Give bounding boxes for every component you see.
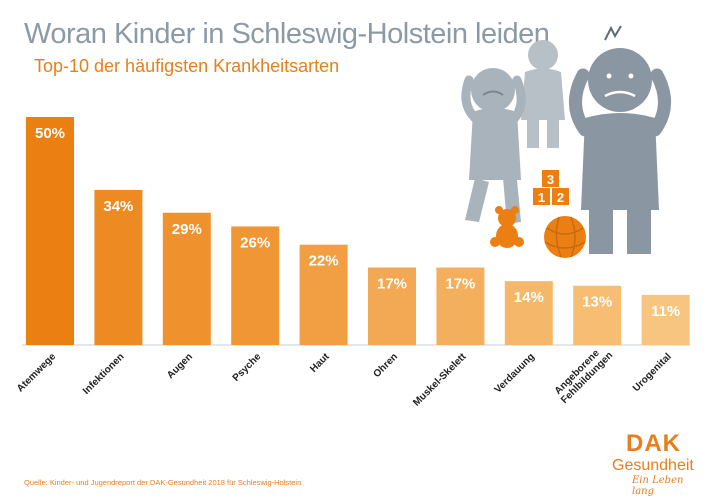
logo-slogan: Ein Leben lang — [632, 475, 684, 497]
bar-value-label: 17% — [445, 275, 475, 292]
bar-value-label: 26% — [240, 234, 270, 251]
bar-haut — [299, 244, 348, 345]
teddy-bear-icon — [490, 206, 524, 248]
category-label: Psyche — [231, 351, 264, 384]
bar-infektionen — [94, 189, 143, 345]
category-label: Verdauung — [493, 351, 537, 395]
category-label: Ohren — [372, 351, 401, 380]
bar-psyche — [231, 226, 280, 345]
category-label: Infektionen — [81, 351, 126, 396]
sick-children-illustration: 3 1 2 — [461, 25, 671, 258]
chart-subtitle: Top-10 der häufigsten Krankheitsarten — [34, 56, 340, 76]
bar-atemwege — [26, 117, 74, 345]
block-label: 3 — [547, 172, 554, 187]
bar-value-label: 22% — [309, 253, 339, 270]
bar-verdauung — [504, 281, 553, 345]
bar-muskel-skelett — [436, 267, 485, 345]
logo-name: Gesundheit — [612, 457, 694, 474]
source-note: Quelle: Kinder- und Jugendreport der DAK… — [24, 478, 302, 487]
small-child-figure — [521, 40, 565, 148]
block-label: 2 — [557, 190, 564, 205]
right-child-figure — [569, 25, 671, 254]
bar-value-label: 17% — [377, 275, 407, 292]
category-label: Atemwege — [15, 351, 58, 394]
bar-value-label: 11% — [651, 303, 680, 320]
chart-title: Woran Kinder in Schleswig-Holstein leide… — [24, 18, 550, 50]
ball-icon — [544, 216, 586, 258]
bar-angeborene-fehlbildungen — [573, 285, 622, 345]
block-label: 1 — [538, 190, 545, 205]
bar-ohren — [368, 267, 416, 345]
category-label: Augen — [165, 351, 195, 381]
category-label: Haut — [308, 351, 332, 375]
toy-blocks-icon: 3 1 2 — [533, 170, 569, 205]
dak-logo: DAK Gesundheit Ein Leben lang — [612, 430, 702, 497]
category-label: AngeboreneFehlbildungen — [551, 342, 615, 406]
bar-urogenital — [641, 294, 690, 345]
bar-augen — [162, 212, 211, 345]
bar-value-label: 29% — [172, 221, 202, 238]
category-label: Urogenital — [631, 351, 674, 394]
left-child-figure — [461, 68, 526, 224]
category-label: Muskel-Skelett — [411, 351, 469, 409]
bar-value-label: 13% — [582, 294, 612, 311]
bar-value-label: 34% — [103, 198, 133, 215]
logo-brand: DAK — [626, 430, 681, 457]
bar-value-label: 14% — [514, 289, 544, 306]
bar-value-label: 50% — [35, 125, 65, 142]
